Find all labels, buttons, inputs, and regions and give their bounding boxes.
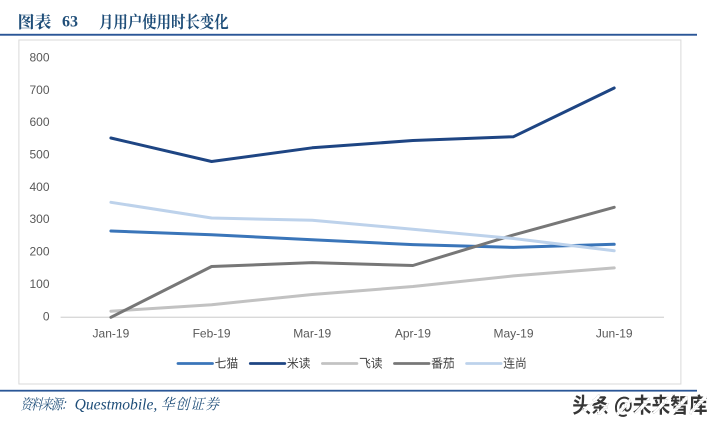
svg-text:Jun-19: Jun-19	[596, 327, 633, 341]
svg-text:100: 100	[29, 277, 49, 291]
svg-text:Jan-19: Jan-19	[93, 327, 130, 341]
svg-text:400: 400	[29, 180, 49, 194]
svg-text:0: 0	[43, 309, 50, 323]
svg-text:Questmobile,: Questmobile,	[75, 396, 158, 413]
svg-text:200: 200	[29, 245, 49, 259]
svg-text:Mar-19: Mar-19	[293, 327, 331, 341]
svg-text:500: 500	[29, 148, 49, 162]
svg-text:800: 800	[29, 50, 49, 64]
svg-text:May-19: May-19	[493, 327, 533, 341]
svg-text:300: 300	[29, 212, 49, 226]
svg-text:Feb-19: Feb-19	[193, 327, 231, 341]
svg-text:Apr-19: Apr-19	[395, 327, 431, 341]
svg-text:600: 600	[29, 115, 49, 129]
svg-text:63: 63	[62, 14, 78, 31]
svg-text:700: 700	[29, 83, 49, 97]
